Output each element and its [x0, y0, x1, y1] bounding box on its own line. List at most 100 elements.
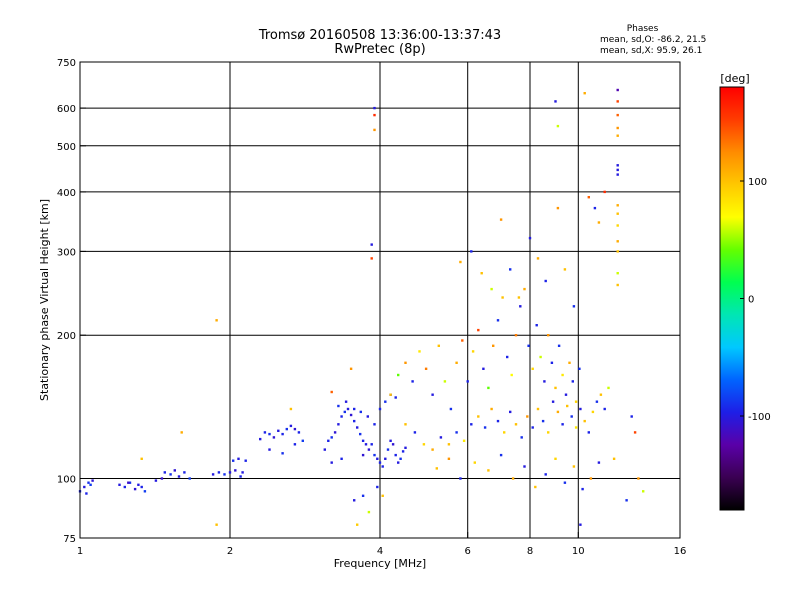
data-point	[517, 296, 521, 299]
x-tick-label: 2	[227, 546, 233, 557]
y-tick-label: 400	[57, 188, 76, 199]
data-point	[343, 410, 346, 414]
data-point	[337, 404, 340, 408]
data-point	[536, 257, 540, 260]
data-point	[490, 287, 493, 291]
data-point	[337, 423, 340, 426]
data-point	[539, 355, 542, 359]
data-point	[340, 457, 343, 460]
data-point	[394, 396, 397, 399]
data-point	[616, 204, 619, 207]
data-point	[595, 400, 599, 403]
data-point	[544, 473, 547, 476]
data-point	[574, 400, 578, 403]
data-point	[589, 477, 593, 480]
data-point	[173, 469, 176, 472]
data-point	[140, 485, 143, 489]
data-point	[263, 431, 267, 434]
data-point	[459, 477, 462, 480]
data-point	[568, 361, 571, 364]
data-point	[616, 272, 619, 275]
data-point	[572, 305, 576, 308]
data-point	[378, 407, 382, 411]
phases-x-stats: mean, sd,X: 95.9, 26.1	[600, 46, 703, 56]
x-tick-label: 4	[377, 546, 383, 557]
data-point	[422, 443, 426, 446]
phases-o-stats: mean, sd,O: -86.2, 21.5	[600, 35, 707, 45]
data-point	[519, 305, 522, 308]
data-point	[541, 419, 545, 423]
data-point	[244, 459, 247, 462]
data-point	[399, 457, 402, 460]
data-point	[462, 439, 466, 442]
data-point	[499, 453, 503, 457]
data-point	[281, 452, 284, 455]
data-point	[570, 415, 573, 418]
data-point	[544, 279, 547, 283]
data-point	[523, 465, 526, 468]
data-point	[330, 390, 333, 394]
data-point	[140, 457, 143, 460]
data-point	[547, 431, 550, 434]
data-point	[211, 473, 215, 476]
data-point	[477, 415, 480, 418]
data-point	[346, 407, 350, 411]
data-point	[133, 487, 137, 491]
data-point	[528, 236, 532, 240]
data-point	[404, 361, 407, 364]
data-point	[490, 407, 493, 411]
data-point	[268, 448, 271, 451]
data-point	[384, 457, 387, 460]
data-point	[366, 415, 369, 418]
data-point	[547, 334, 550, 337]
data-point	[561, 423, 564, 426]
data-point	[564, 393, 568, 396]
data-point	[607, 386, 610, 390]
data-point	[297, 431, 301, 434]
data-point	[581, 487, 584, 491]
data-point	[579, 523, 582, 526]
data-point	[616, 250, 619, 253]
data-point	[370, 243, 373, 246]
data-point	[268, 432, 271, 436]
data-point	[492, 344, 495, 347]
data-point	[523, 287, 526, 291]
data-point	[431, 393, 434, 396]
data-point	[361, 494, 365, 497]
data-point	[587, 196, 590, 199]
data-point	[506, 355, 509, 359]
data-point	[361, 453, 365, 457]
data-point	[373, 128, 376, 132]
data-point	[447, 443, 451, 446]
data-point	[578, 367, 581, 370]
data-point	[616, 173, 619, 176]
data-point	[583, 92, 586, 95]
data-point	[470, 423, 473, 426]
data-point	[511, 477, 515, 480]
data-point	[616, 113, 619, 117]
data-point	[572, 465, 576, 468]
data-point	[593, 206, 597, 210]
data-point	[373, 113, 376, 117]
data-point	[239, 475, 242, 478]
data-point	[473, 461, 476, 464]
data-point	[333, 431, 337, 434]
data-point	[87, 481, 90, 484]
data-point	[259, 437, 262, 441]
data-point	[563, 268, 567, 271]
data-point	[349, 367, 353, 370]
phases-title: Phases	[626, 24, 659, 34]
data-point	[293, 427, 297, 431]
data-point	[118, 483, 121, 486]
data-points	[78, 88, 645, 526]
data-point	[359, 410, 362, 414]
data-point	[128, 481, 132, 484]
data-point	[215, 523, 218, 526]
data-point	[556, 410, 560, 414]
data-point	[391, 443, 395, 446]
y-tick-label: 200	[57, 331, 76, 342]
data-point	[344, 400, 348, 403]
data-point	[612, 457, 616, 460]
data-point	[232, 459, 235, 462]
